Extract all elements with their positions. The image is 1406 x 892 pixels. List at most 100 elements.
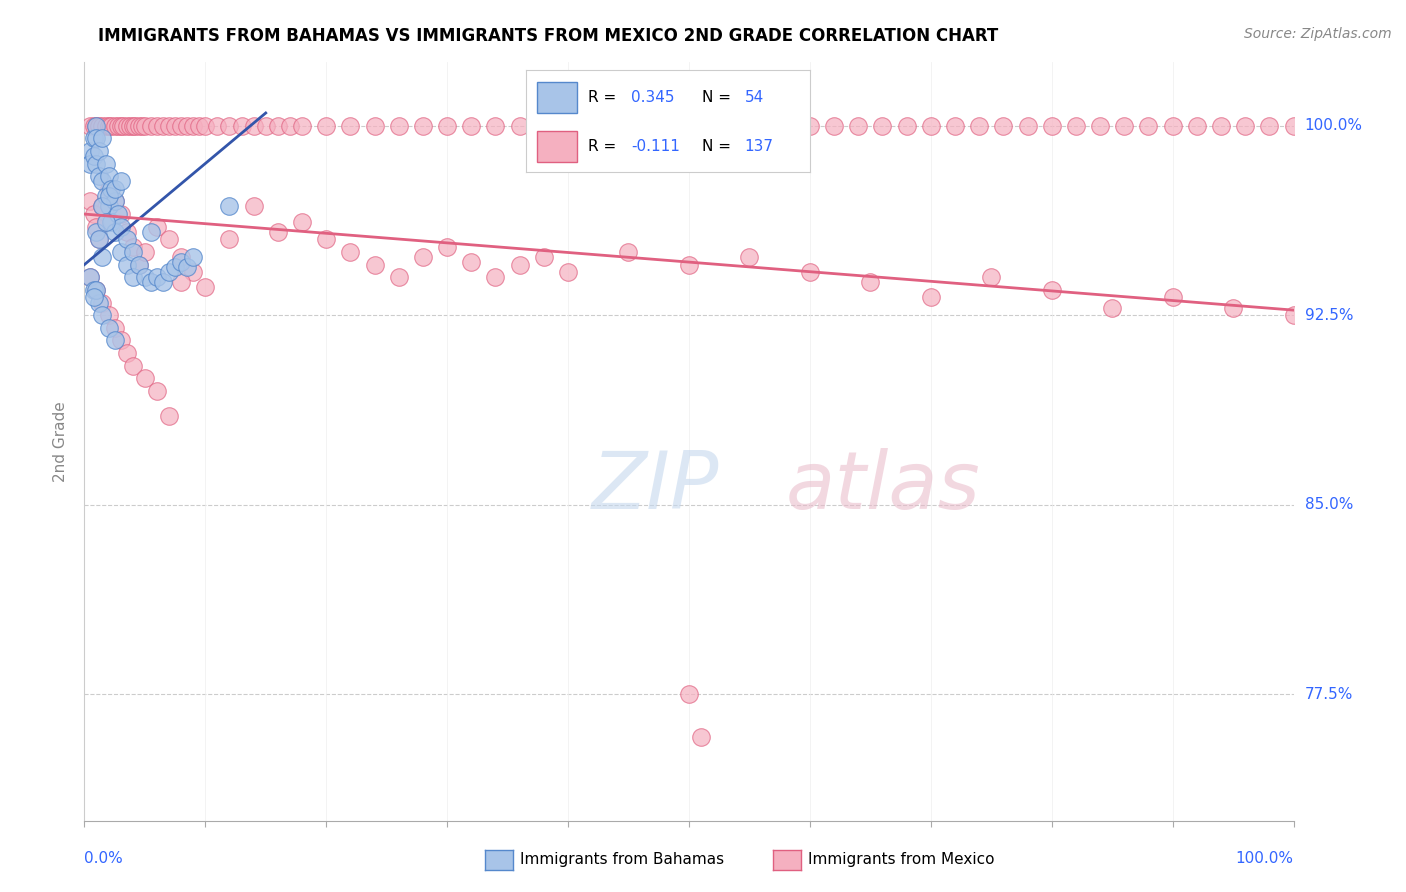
- Point: [104, 182, 127, 196]
- Point: [83, 131, 105, 145]
- Point: [188, 119, 211, 133]
- Point: [157, 265, 180, 279]
- Point: [79, 270, 101, 285]
- Point: [412, 250, 434, 264]
- Point: [134, 244, 156, 259]
- Point: [87, 232, 110, 246]
- Point: [146, 219, 169, 234]
- Point: [134, 371, 156, 385]
- Point: [115, 346, 138, 360]
- Point: [278, 119, 301, 133]
- Point: [94, 119, 117, 133]
- Point: [176, 119, 198, 133]
- Point: [107, 119, 129, 133]
- Point: [146, 119, 169, 133]
- Point: [86, 119, 108, 133]
- Text: Immigrants from Bahamas: Immigrants from Bahamas: [520, 853, 724, 867]
- Point: [100, 119, 122, 133]
- Point: [87, 144, 110, 158]
- Point: [110, 119, 132, 133]
- Point: [436, 240, 458, 254]
- Point: [231, 119, 253, 133]
- Point: [176, 260, 198, 275]
- Point: [254, 119, 277, 133]
- Point: [91, 295, 114, 310]
- Point: [1185, 119, 1208, 133]
- Point: [97, 189, 120, 203]
- Point: [943, 119, 966, 133]
- Text: Immigrants from Mexico: Immigrants from Mexico: [808, 853, 995, 867]
- Point: [460, 255, 482, 269]
- Point: [1234, 119, 1257, 133]
- Point: [104, 225, 127, 239]
- Point: [181, 265, 204, 279]
- Point: [896, 119, 918, 133]
- Point: [91, 308, 114, 322]
- Point: [97, 320, 120, 334]
- Point: [1088, 119, 1111, 133]
- Point: [170, 250, 193, 264]
- Point: [412, 119, 434, 133]
- Point: [104, 194, 127, 209]
- Point: [165, 260, 187, 275]
- Point: [339, 244, 361, 259]
- Text: atlas: atlas: [786, 448, 980, 526]
- Point: [339, 119, 361, 133]
- Point: [690, 730, 713, 744]
- Point: [1161, 119, 1184, 133]
- Point: [967, 119, 990, 133]
- Point: [436, 119, 458, 133]
- Text: Source: ZipAtlas.com: Source: ZipAtlas.com: [1244, 27, 1392, 41]
- Point: [110, 244, 132, 259]
- Point: [388, 270, 411, 285]
- Point: [1040, 283, 1063, 297]
- Point: [872, 119, 894, 133]
- Point: [94, 215, 117, 229]
- Point: [110, 174, 132, 188]
- Point: [157, 232, 180, 246]
- Y-axis label: 2nd Grade: 2nd Grade: [52, 401, 67, 482]
- Point: [388, 119, 411, 133]
- Point: [1222, 301, 1244, 315]
- Point: [207, 119, 229, 133]
- Text: 77.5%: 77.5%: [1305, 687, 1353, 702]
- Point: [128, 258, 150, 272]
- Point: [218, 199, 240, 213]
- Point: [194, 280, 217, 294]
- Point: [83, 119, 105, 133]
- Point: [86, 219, 108, 234]
- Point: [460, 119, 482, 133]
- Point: [846, 119, 869, 133]
- Point: [1282, 308, 1305, 322]
- Point: [654, 119, 676, 133]
- Text: 92.5%: 92.5%: [1305, 308, 1353, 323]
- Point: [725, 119, 748, 133]
- Point: [139, 225, 162, 239]
- Text: 85.0%: 85.0%: [1305, 497, 1353, 512]
- Point: [1101, 301, 1123, 315]
- Point: [533, 250, 555, 264]
- Point: [86, 131, 108, 145]
- Point: [121, 270, 143, 285]
- Point: [218, 119, 240, 133]
- Point: [291, 119, 314, 133]
- Point: [100, 182, 122, 196]
- Point: [104, 334, 127, 348]
- Point: [104, 119, 127, 133]
- Point: [170, 275, 193, 289]
- Point: [152, 119, 174, 133]
- Point: [91, 174, 114, 188]
- Point: [533, 119, 555, 133]
- Point: [1282, 119, 1305, 133]
- Point: [267, 225, 290, 239]
- Point: [799, 265, 821, 279]
- Point: [194, 119, 217, 133]
- Point: [242, 119, 264, 133]
- Point: [104, 320, 127, 334]
- Point: [86, 225, 108, 239]
- Point: [112, 119, 135, 133]
- Point: [86, 283, 108, 297]
- Point: [678, 687, 700, 701]
- Point: [980, 270, 1002, 285]
- Point: [363, 258, 385, 272]
